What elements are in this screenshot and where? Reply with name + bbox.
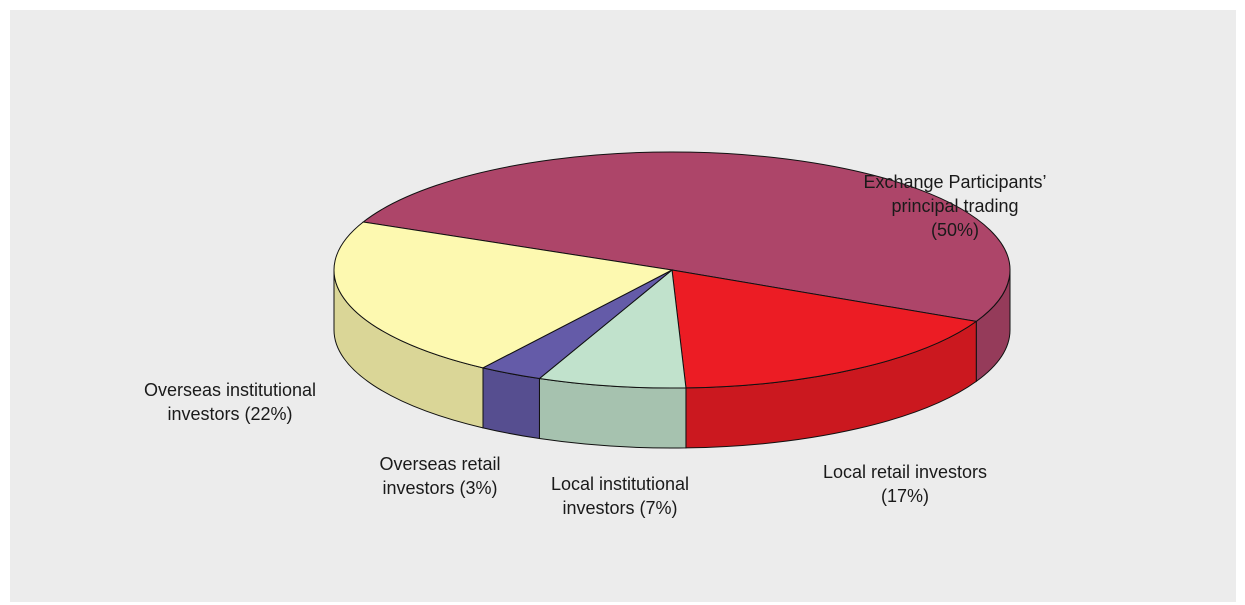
label-exchange-participants: Exchange Participants’ principal trading… [800,170,1110,242]
label-line: investors (3%) [382,478,498,498]
label-local-institutional: Local institutional investors (7%) [520,472,720,520]
label-line: Local retail investors [822,462,988,482]
label-line: investors (7%) [562,498,678,518]
label-line: (17%) [880,486,929,506]
label-line: Overseas institutional [143,380,317,400]
pie-side-overseas_retail [482,367,540,440]
label-line: Exchange Participants’ [863,172,1047,192]
label-line: Overseas retail [379,454,501,474]
pie-side-local_inst [538,377,687,449]
pie-slice-local_inst [538,269,687,389]
label-overseas-retail: Overseas retail investors (3%) [350,452,530,500]
pie-slice-local_retail [671,269,978,389]
label-line: investors (22%) [167,404,293,424]
label-line: (50%) [930,220,979,240]
label-local-retail: Local retail investors (17%) [780,460,1030,508]
label-line: principal trading [891,196,1019,216]
pie-slice-exchange [362,151,1011,322]
label-overseas-institutional: Overseas institutional investors (22%) [120,378,340,426]
pie-slice-overseas_inst [333,221,674,369]
label-line: Local institutional [550,474,690,494]
